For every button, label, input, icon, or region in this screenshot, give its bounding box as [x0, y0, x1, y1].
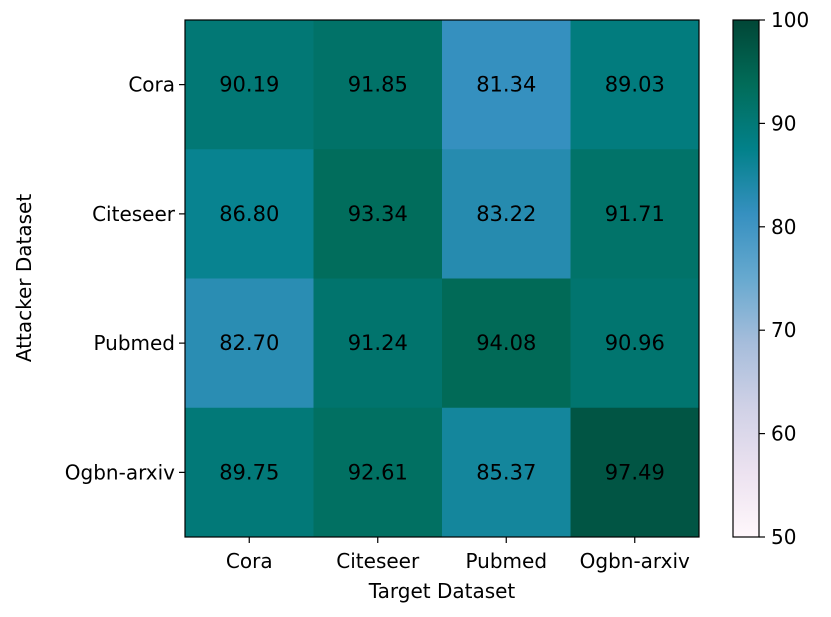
heatmap-cell: [570, 407, 700, 538]
cell-value-label: 91.85: [348, 73, 408, 97]
heatmap-cell: [313, 407, 443, 538]
colorbar-tick-label: 60: [771, 422, 796, 446]
cell-value-label: 90.96: [605, 331, 665, 355]
x-axis-label: Target Dataset: [368, 579, 516, 603]
heatmap-cell: [185, 278, 314, 409]
colorbar-tick-label: 50: [771, 525, 796, 549]
y-axis: Cora Citeseer Pubmed Ogbn-arxiv: [65, 73, 185, 484]
y-axis-label: Attacker Dataset: [12, 194, 36, 362]
heatmap-cell: [442, 407, 571, 538]
cell-value-label: 92.61: [348, 460, 408, 484]
y-tick-label: Cora: [128, 73, 175, 97]
heatmap-cell: [313, 20, 443, 150]
y-tick-label: Ogbn-arxiv: [65, 460, 175, 484]
cell-value-label: 94.08: [476, 331, 536, 355]
plot-frame: [184, 19, 700, 538]
x-tick-label: Ogbn-arxiv: [580, 549, 690, 573]
cell-value-label: 93.34: [348, 202, 408, 226]
heatmap-cell: [570, 149, 700, 279]
heatmap-cell: [185, 20, 314, 150]
heatmap-cell: [570, 278, 700, 409]
heatmap-cell: [185, 149, 314, 279]
cell-value-label: 89.75: [219, 460, 279, 484]
colorbar: [732, 19, 760, 538]
colorbar-axis: 50 60 70 80 90 100: [759, 8, 809, 549]
cell-value-label: 90.19: [219, 73, 279, 97]
heatmap-cell: [442, 20, 571, 150]
cell-value-label: 81.34: [476, 73, 536, 97]
colorbar-tick-label: 80: [771, 215, 796, 239]
cell-value-label: 82.70: [219, 331, 279, 355]
colorbar-tick-label: 70: [771, 318, 796, 342]
colorbar-tick-label: 100: [771, 8, 809, 32]
cell-value-label: 91.24: [348, 331, 408, 355]
heatmap-cell: [442, 149, 571, 279]
x-tick-label: Citeseer: [336, 549, 420, 573]
heatmap-cell-labels: 90.19 91.85 81.34 89.03 86.80 93.34 83.22 91.71…: [219, 73, 665, 485]
y-tick-label: Pubmed: [93, 331, 175, 355]
cell-value-label: 85.37: [476, 460, 536, 484]
cell-value-label: 91.71: [605, 202, 665, 226]
heatmap-cell: [313, 278, 443, 409]
heatmap-cells: [185, 20, 700, 538]
cell-value-label: 89.03: [605, 73, 665, 97]
x-tick-label: Cora: [226, 549, 273, 573]
colorbar-tick-label: 90: [771, 111, 796, 135]
cell-value-label: 83.22: [476, 202, 536, 226]
heatmap-cell: [570, 20, 700, 150]
cell-value-label: 86.80: [219, 202, 279, 226]
heatmap-cell: [442, 278, 571, 409]
heatmap-cell: [313, 149, 443, 279]
heatmap-cell: [185, 407, 314, 538]
y-tick-label: Citeseer: [92, 202, 176, 226]
cell-value-label: 97.49: [605, 460, 665, 484]
x-tick-label: Pubmed: [465, 549, 547, 573]
x-axis: Cora Citeseer Pubmed Ogbn-arxiv: [226, 537, 690, 573]
